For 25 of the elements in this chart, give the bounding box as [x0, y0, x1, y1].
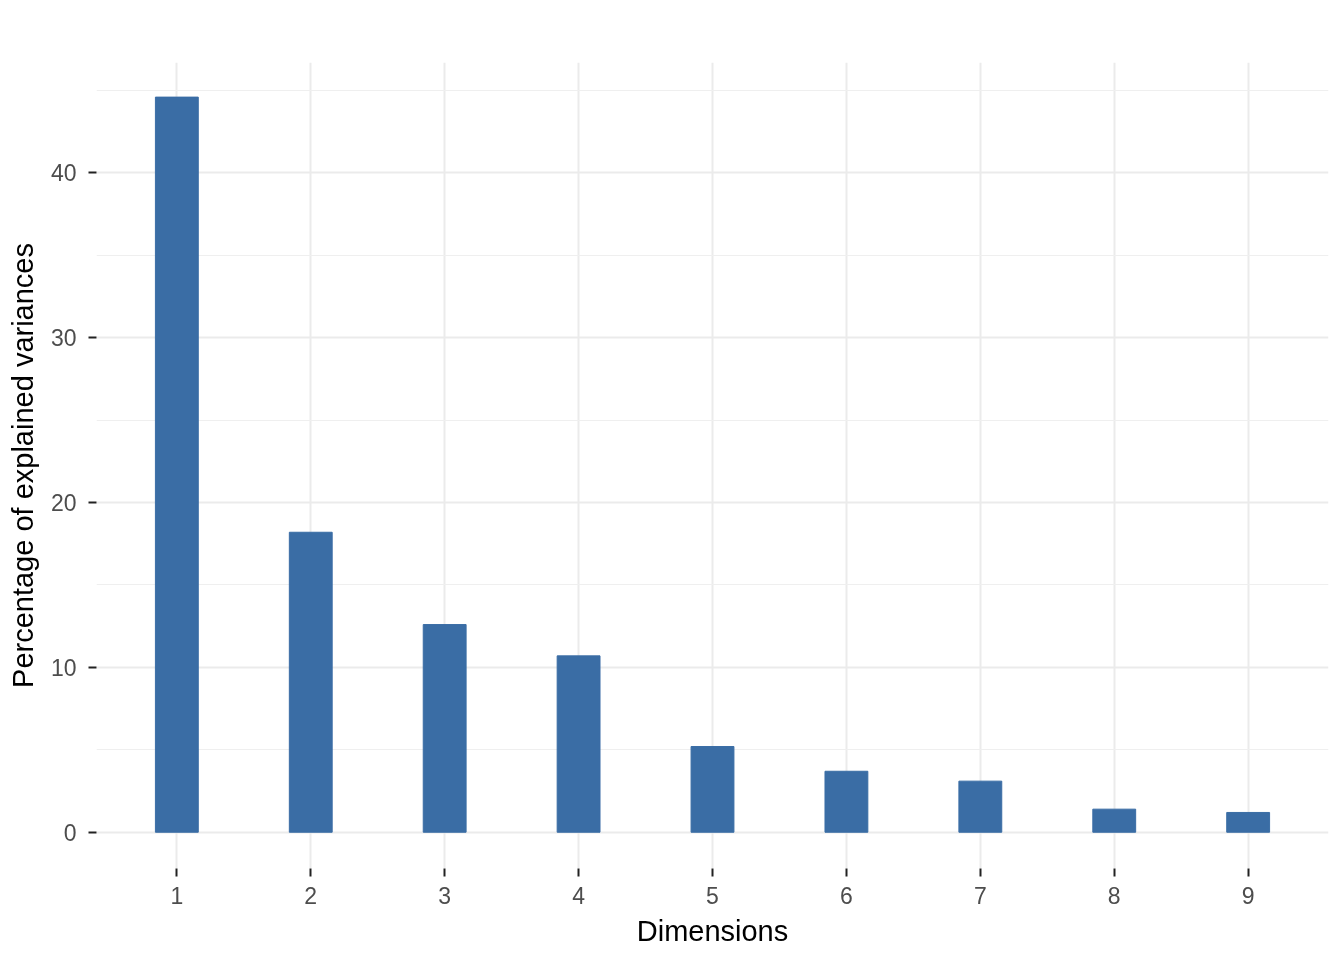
- x-tick-label: 9: [1241, 882, 1255, 909]
- x-tick-label: 1: [170, 882, 184, 909]
- bar: [556, 655, 601, 833]
- bar: [958, 780, 1003, 833]
- bar: [422, 624, 467, 833]
- bar: [154, 96, 199, 833]
- bar: [824, 770, 869, 833]
- y-tick-label: 0: [63, 819, 77, 846]
- y-tick-label: 30: [50, 325, 77, 352]
- y-tick-label: 10: [50, 654, 77, 681]
- x-tick-label: 2: [304, 882, 318, 909]
- x-tick-label: 4: [572, 882, 586, 909]
- y-tick-label: 20: [50, 490, 77, 517]
- bar: [1092, 808, 1137, 833]
- bar: [690, 746, 735, 833]
- x-tick-label: 3: [438, 882, 452, 909]
- x-tick-label: 8: [1107, 882, 1121, 909]
- x-tick-label: 6: [840, 882, 853, 909]
- y-axis-title: Percentage of explained variances: [6, 243, 39, 688]
- x-axis-title: Dimensions: [636, 914, 789, 947]
- x-tick-label: 5: [706, 882, 719, 909]
- bar: [288, 531, 333, 833]
- bar: [1226, 811, 1271, 833]
- x-tick-label: 7: [973, 882, 987, 909]
- y-tick-label: 40: [50, 160, 77, 187]
